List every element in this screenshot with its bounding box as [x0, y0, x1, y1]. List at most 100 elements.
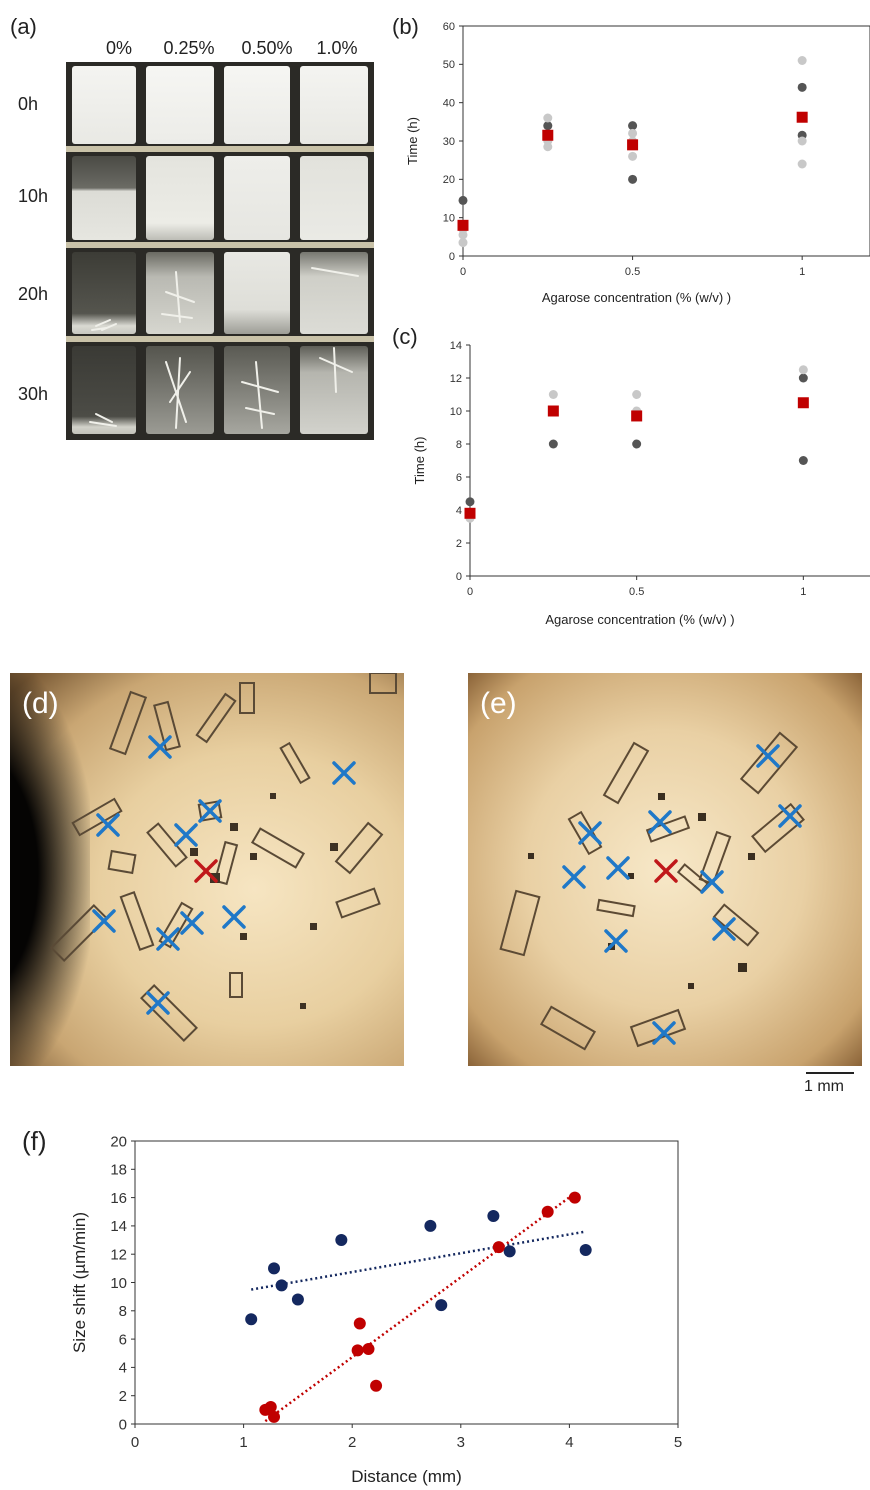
- scale-bar-label: 1 mm: [804, 1078, 844, 1095]
- y-tick-label: 12: [110, 1246, 127, 1263]
- x-tick-label: 0: [460, 266, 466, 278]
- y-tick-label: 8: [119, 1303, 127, 1320]
- replicates-light-point: [543, 113, 553, 123]
- vial-0h-050: [224, 66, 290, 144]
- red-cross-marker: [194, 859, 218, 883]
- vial-0h-0: [72, 66, 136, 144]
- y-tick-label: 10: [443, 213, 455, 225]
- y-tick-label: 2: [119, 1388, 127, 1405]
- x-tick-label: 1: [800, 586, 806, 598]
- red-point: [268, 1410, 281, 1423]
- y-tick-label: 12: [450, 373, 462, 385]
- red-point: [541, 1205, 554, 1218]
- vial-30h-0: [72, 346, 136, 434]
- x-tick-label: 1: [799, 266, 805, 278]
- y-tick-label: 8: [456, 439, 462, 451]
- blue-cross-marker: [180, 911, 204, 935]
- mean-point: [542, 129, 554, 141]
- blue-cross-marker: [604, 929, 628, 953]
- vial-10h-050: [224, 156, 290, 240]
- replicates-light-point: [543, 142, 553, 152]
- blue-cross-marker: [146, 991, 170, 1015]
- panel-b-letter: (b): [392, 14, 419, 39]
- blue-point: [275, 1279, 288, 1292]
- blue-cross-marker: [712, 917, 736, 941]
- x-tick-label: 4: [565, 1434, 573, 1451]
- y-axis-label: Time (h): [405, 117, 420, 165]
- markers-e: [562, 744, 802, 1045]
- y-tick-label: 0: [119, 1416, 127, 1433]
- y-axis-label: Size shift (µm/min): [70, 1212, 89, 1353]
- replicates-dark-point: [797, 82, 807, 92]
- chart-c: 0 2 4 6 8 10 12 14 0 0.5 1 Agarose concentration (%…: [412, 340, 870, 627]
- chart-b: 0 10 20 30 40 50 60 0 0.5 1 Agarose concentration …: [405, 21, 870, 305]
- vial-10h-0: [72, 156, 136, 240]
- y-tick-label: 40: [443, 98, 455, 110]
- y-tick-label: 18: [110, 1162, 127, 1179]
- x-tick-label: 2: [348, 1434, 356, 1451]
- x-tick-label: 1: [239, 1434, 247, 1451]
- replicates-dark-point: [548, 439, 558, 449]
- y-tick-label: 4: [456, 505, 462, 517]
- shelf: [66, 242, 374, 248]
- y-tick-label: 4: [119, 1360, 127, 1377]
- replicates-light-point: [798, 365, 808, 375]
- mean-point: [631, 410, 643, 422]
- replicates-light-point: [797, 56, 807, 65]
- mean-point: [457, 219, 469, 231]
- x-tick-label: 3: [457, 1434, 465, 1451]
- panel-e-letter: (e): [480, 687, 517, 720]
- y-tick-label: 60: [443, 21, 455, 33]
- vial-20h-050: [224, 252, 290, 334]
- blue-point: [424, 1219, 437, 1232]
- blue-cross-marker: [332, 761, 356, 785]
- row-label-3: 30h: [18, 384, 49, 404]
- blue-cross-marker: [92, 909, 116, 933]
- replicates-dark-point: [543, 121, 553, 131]
- micrograph-shadow: [10, 673, 90, 1066]
- blue-point: [579, 1243, 592, 1256]
- mean-point: [797, 397, 809, 409]
- y-tick-label: 14: [450, 340, 462, 352]
- x-tick-label: 0: [131, 1434, 139, 1451]
- column-label-0: 0%: [105, 38, 132, 58]
- y-tick-label: 14: [110, 1218, 127, 1235]
- blue-point: [245, 1313, 258, 1326]
- y-axis-label: Time (h): [412, 437, 427, 485]
- vial-0h-025: [146, 66, 214, 144]
- replicates-dark-point: [798, 373, 808, 383]
- vial-0h-10: [300, 66, 368, 144]
- blue-cross-marker: [174, 823, 198, 847]
- red-point: [362, 1343, 375, 1356]
- vial-10h-025: [146, 156, 214, 240]
- markers-d: [92, 735, 356, 1015]
- panel-f-letter: (f): [22, 1126, 47, 1156]
- y-tick-label: 0: [456, 571, 462, 583]
- vial-20h-10: [300, 252, 368, 334]
- red-cross-marker: [654, 859, 678, 883]
- y-tick-label: 16: [110, 1190, 127, 1207]
- y-tick-label: 30: [443, 136, 455, 148]
- mean-point: [627, 139, 639, 151]
- blue-cross-marker: [156, 927, 180, 951]
- micrograph-e: (e): [468, 673, 862, 1066]
- blue-cross-marker: [700, 870, 724, 894]
- vial-20h-0: [72, 252, 136, 334]
- replicates-dark-point: [632, 439, 642, 449]
- replicates-light-point: [458, 238, 468, 248]
- blue-point: [487, 1209, 500, 1222]
- blue-cross-marker: [756, 744, 780, 768]
- plot-frame: [134, 1140, 679, 1425]
- blue-cross-marker: [652, 1021, 676, 1045]
- x-tick-label: 0.5: [625, 266, 640, 278]
- x-axis-label: Distance (mm): [351, 1467, 462, 1486]
- blue-point: [435, 1299, 448, 1312]
- red-point: [264, 1401, 277, 1414]
- y-tick-label: 0: [449, 251, 455, 263]
- row-label-1: 10h: [18, 186, 49, 206]
- red-point: [353, 1317, 366, 1330]
- panel-c-letter: (c): [392, 324, 418, 349]
- shelf: [66, 146, 374, 152]
- y-tick-label: 20: [110, 1133, 127, 1150]
